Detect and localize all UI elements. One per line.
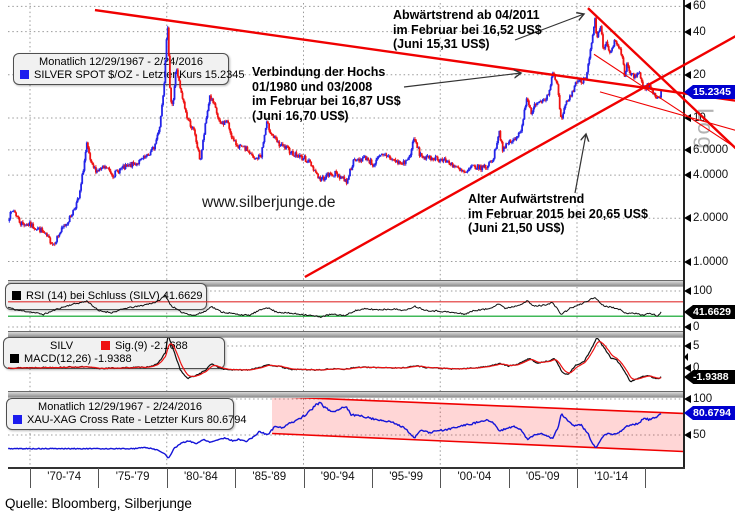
- y-tick-label: 6.0000: [693, 143, 729, 156]
- y-tick-label: 60: [693, 0, 706, 13]
- y-tick-arrow-icon: [684, 342, 691, 350]
- x-tick: [577, 468, 578, 488]
- y-tick-arrow-icon: [684, 113, 691, 122]
- xau-swatch-icon: [13, 415, 22, 424]
- x-axis-label: '70-'74: [47, 471, 82, 483]
- macd-swatch-icon: [10, 354, 19, 363]
- x-tick: [440, 468, 442, 488]
- last-value-tag-xau: 80.6794: [684, 406, 735, 420]
- y-tick-label: 1.0000: [693, 255, 729, 268]
- legend-silver-spot[interactable]: Monatlich 12/29/1967 - 2/24/2016 SILVER …: [13, 53, 245, 85]
- x-tick: [303, 468, 305, 488]
- y-tick-label: 40: [693, 25, 706, 38]
- legend-sig-label: Sig.(9) -2.1688: [115, 340, 188, 352]
- last-price-tag-silver: 15.2345: [684, 85, 735, 99]
- x-axis-label: '05-'09: [525, 471, 560, 483]
- y-tick-label: 4.0000: [693, 169, 729, 182]
- y-tick-arrow-icon: [684, 70, 691, 79]
- x-axis-label: '75-'79: [115, 471, 150, 483]
- last-value-tag-rsi: 41.6629: [684, 305, 735, 319]
- y-tick-arrow-icon: [684, 145, 691, 154]
- x-tick: [30, 468, 31, 488]
- y-tick-arrow-icon: [684, 257, 691, 266]
- y-tick-label: 100: [693, 285, 713, 297]
- annotation-verbindung-hochs: Verbindung der Hochs 01/1980 und 03/2008 i…: [252, 65, 401, 123]
- legend-rsi[interactable]: RSI (14) bei Schluss (SILV) 41.6629: [5, 283, 207, 310]
- x-axis-label: '10-'14: [594, 471, 629, 483]
- annotation-alter-aufwaertstrend: Alter Aufwärtstrend im Februar 2015 bei 2…: [468, 192, 648, 235]
- y-tick-label: 20: [693, 68, 706, 81]
- legend-silver-label: SILVER SPOT $/OZ - Letzter Kurs 15.2345: [34, 69, 245, 81]
- sig-swatch-icon: [101, 341, 111, 350]
- legend-macd-row2: MACD(12,26) -1.9388: [10, 353, 218, 366]
- macd-symbol: SILV: [50, 340, 74, 352]
- y-tick-arrow-icon: [684, 214, 691, 223]
- y-tick-label: 2.0000: [693, 212, 729, 225]
- legend-macd-label: MACD(12,26) -1.9388: [24, 353, 132, 365]
- legend-series-row: SILVER SPOT $/OZ - Letzter Kurs 15.2345: [20, 69, 245, 82]
- panel-separator[interactable]: [8, 391, 683, 398]
- silver-swatch-icon: [20, 70, 29, 79]
- x-axis-line: [8, 467, 685, 469]
- panel-separator[interactable]: [8, 331, 683, 338]
- x-tick: [166, 468, 168, 488]
- x-tick: [235, 468, 237, 488]
- x-axis-label: '00-'04: [457, 471, 492, 483]
- legend-period: Monatlich 12/29/1967 - 2/24/2016: [39, 56, 203, 68]
- source-line: Quelle: Bloomberg, Silberjunge: [5, 496, 192, 511]
- y-tick-label: 100: [693, 393, 713, 405]
- y-tick-label: 5: [693, 340, 700, 352]
- legend-macd-row1: SILV Sig.(9) -2.1688: [10, 340, 218, 353]
- rsi-swatch-icon: [12, 291, 21, 300]
- panel-separator[interactable]: [8, 280, 683, 287]
- legend-xau-xag[interactable]: Monatlich 12/29/1967 - 2/24/2016 XAU-XAG…: [6, 398, 246, 430]
- x-axis-label: '95-'99: [389, 471, 423, 483]
- legend-macd[interactable]: SILV Sig.(9) -2.1688 MACD(12,26) -1.9388: [3, 337, 225, 369]
- y-minor-tick: [684, 353, 688, 361]
- x-axis-label: '80-'84: [183, 471, 218, 483]
- y-tick-arrow-icon: [684, 431, 691, 439]
- y-tick-arrow-icon: [684, 364, 691, 372]
- x-tick: [508, 468, 510, 488]
- legend-rsi-label: RSI (14) bei Schluss (SILV) 41.6629: [26, 290, 203, 302]
- legend-xau-period: Monatlich 12/29/1967 - 2/24/2016: [38, 401, 202, 413]
- y-tick-arrow-icon: [684, 2, 691, 11]
- legend-xau-label: XAU-XAG Cross Rate - Letzter Kurs 80.679…: [27, 414, 247, 426]
- watermark: www.silberjunge.de: [202, 194, 336, 211]
- last-value-tag-macd: -1.9388: [684, 370, 735, 384]
- y-tick-label: 0: [693, 321, 700, 333]
- y-tick-arrow-icon: [684, 287, 691, 295]
- x-tick: [371, 468, 373, 488]
- y-tick-label: 10: [693, 111, 706, 124]
- y-tick-arrow-icon: [684, 27, 691, 36]
- y-tick-label: 50: [693, 429, 706, 441]
- y-tick-label: 0: [693, 362, 700, 374]
- y-tick-arrow-icon: [684, 171, 691, 180]
- x-tick: [645, 468, 647, 488]
- y-tick-arrow-icon: [684, 395, 691, 403]
- legend-xau-row: XAU-XAG Cross Rate - Letzter Kurs 80.679…: [13, 414, 246, 427]
- x-axis-label: '90-'94: [320, 471, 355, 483]
- x-axis-label: '85-'89: [252, 471, 287, 483]
- y-tick-arrow-icon: [684, 323, 691, 331]
- annotation-abwaertstrend: Abwärtstrend ab 04/2011 im Februar bei 16…: [393, 8, 542, 51]
- x-tick: [98, 468, 100, 488]
